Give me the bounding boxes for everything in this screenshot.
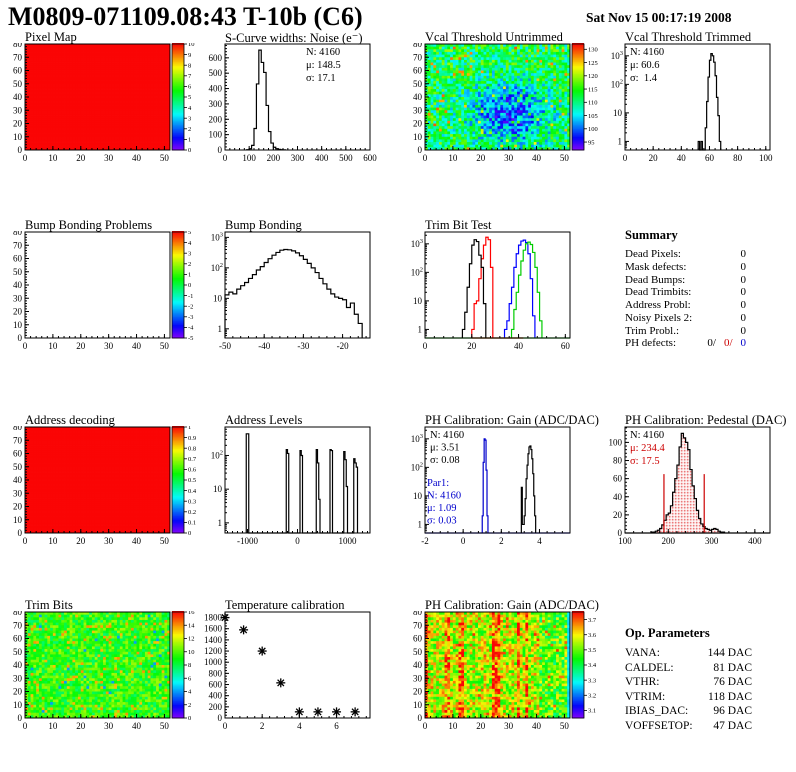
summary-row-label: Dead Bumps: <box>625 273 686 286</box>
ph-pedestal-cell: PH Calibration: Pedestal (DAC) <box>600 413 796 553</box>
address-decoding-title: Address decoding <box>25 413 115 427</box>
op-parameter-value: 76 DAC <box>713 676 752 688</box>
pixel-map-title: Pixel Map <box>25 30 77 44</box>
op-parameter-label: VTHR: <box>625 676 660 688</box>
summary-row-value: 0 <box>740 324 747 337</box>
page-title: M0809-071109.08:43 T-10b (C6) <box>8 2 363 31</box>
op-parameter-value: 144 DAC <box>707 647 752 659</box>
summary-row-value: 0 <box>740 311 747 324</box>
address-levels-plot <box>200 426 400 551</box>
op-parameter-row: VTHR: 76 DAC <box>600 675 796 690</box>
address-levels-cell: Address Levels <box>200 413 400 553</box>
summary-row-label: Trim Probl.: <box>625 324 680 337</box>
vcal-trimmed-plot <box>600 43 796 168</box>
op-parameters-panel: Op. Parameters VANA: 144 DAC CALDEL: 81 … <box>600 598 796 771</box>
summary-row-value: 0 <box>740 260 747 273</box>
trim-bits-title: Trim Bits <box>25 598 73 612</box>
pixel-map-cell: Pixel Map <box>0 30 200 170</box>
temp-calibration-cell: Temperature calibration <box>200 598 400 738</box>
summary-row-label: Mask defects: <box>625 260 687 273</box>
vcal-trimmed-title: Vcal Threshold Trimmed <box>625 30 752 44</box>
summary-row-label: PH defects: <box>625 337 677 350</box>
ph-gain-map-plot <box>400 611 600 736</box>
vcal-trimmed-cell: Vcal Threshold Trimmed <box>600 30 796 170</box>
summary-row-label: Noisy Pixels 2: <box>625 311 693 324</box>
temp-calibration-plot <box>200 611 400 736</box>
trim-bits-plot <box>0 611 200 736</box>
bump-bonding-plot <box>200 231 400 356</box>
summary-row-label: Dead Trimbits: <box>625 286 692 299</box>
summary-title: Summary <box>625 228 678 242</box>
summary-row-value: 0 <box>740 273 747 286</box>
bump-bonding-title: Bump Bonding <box>225 218 302 232</box>
trim-bits-cell: Trim Bits <box>0 598 200 738</box>
timestamp: Sat Nov 15 00:17:19 2008 <box>586 10 732 25</box>
summary-row: Noisy Pixels 2: 0 <box>600 312 796 325</box>
scurve-noise-plot <box>200 43 400 168</box>
summary-panel: Summary Dead Pixels: 0 Mask defects: 0 D… <box>600 218 796 368</box>
bump-problems-title: Bump Bonding Problems <box>25 218 153 232</box>
ph-gain-hist-cell: PH Calibration: Gain (ADC/DAC) <box>400 413 600 553</box>
trim-bit-test-title: Trim Bit Test <box>425 218 492 232</box>
temp-calibration-title: Temperature calibration <box>225 598 345 612</box>
vcal-untrimmed-title: Vcal Threshold Untrimmed <box>425 30 563 44</box>
bump-bonding-cell: Bump Bonding <box>200 218 400 358</box>
bump-problems-plot <box>0 231 200 356</box>
summary-row-value: 0 <box>740 248 747 260</box>
op-parameter-row: IBIAS_DAC: 96 DAC <box>600 704 796 719</box>
op-parameter-row: VOFFSETOP: 47 DAC <box>600 719 796 734</box>
ph-gain-map-title: PH Calibration: Gain (ADC/DAC) <box>425 598 599 612</box>
ph-defects-value: 0 <box>740 337 747 350</box>
summary-row: Dead Bumps: 0 <box>600 274 796 287</box>
summary-row: Dead Pixels: 0 <box>600 248 796 261</box>
ph-defects-value: 0/ <box>723 337 733 350</box>
op-parameters-title: Op. Parameters <box>625 626 710 640</box>
summary-row: Trim Probl.: 0 <box>600 325 796 338</box>
summary-row: Dead Trimbits: 0 <box>600 286 796 299</box>
vcal-untrimmed-cell: Vcal Threshold Untrimmed <box>400 30 600 170</box>
op-parameter-label: VOFFSETOP: <box>625 719 693 732</box>
op-parameter-value: 81 DAC <box>713 661 752 674</box>
trim-bit-test-cell: Trim Bit Test <box>400 218 600 358</box>
address-levels-title: Address Levels <box>225 413 303 427</box>
op-parameter-row: VANA: 144 DAC <box>600 646 796 661</box>
summary-row-value: 0 <box>740 299 747 311</box>
ph-defects-value: 0/ <box>707 337 716 350</box>
summary-row: Address Probl: 0 <box>600 299 796 312</box>
op-parameter-value: 118 DAC <box>708 690 752 703</box>
ph-pedestal-title: PH Calibration: Pedestal (DAC) <box>625 413 787 427</box>
scurve-noise-title: S-Curve widths: Noise (e⁻) <box>225 31 363 45</box>
address-decoding-cell: Address decoding <box>0 413 200 553</box>
ph-gain-map-cell: PH Calibration: Gain (ADC/DAC) <box>400 598 600 738</box>
vcal-untrimmed-plot <box>400 43 600 168</box>
ph-gain-hist-plot <box>400 426 600 551</box>
scurve-noise-cell: S-Curve widths: Noise (e⁻) <box>200 30 400 170</box>
bump-problems-cell: Bump Bonding Problems <box>0 218 200 358</box>
op-parameter-value: 47 DAC <box>713 719 752 732</box>
op-parameter-label: VANA: <box>625 647 660 659</box>
ph-defects-values: 0/ 0/ 0 <box>707 337 746 350</box>
summary-row-value: 0 <box>740 286 747 299</box>
op-parameter-value: 96 DAC <box>713 705 752 717</box>
summary-row-label: Address Probl: <box>625 299 691 311</box>
summary-row-ph-defects: PH defects: 0/ 0/ 0 <box>600 337 796 350</box>
op-parameter-label: CALDEL: <box>625 661 674 674</box>
op-parameter-label: VTRIM: <box>625 690 666 703</box>
pixel-map-plot <box>0 43 200 168</box>
ph-gain-hist-title: PH Calibration: Gain (ADC/DAC) <box>425 413 599 427</box>
ph-pedestal-plot <box>600 426 796 551</box>
summary-row-label: Dead Pixels: <box>625 248 681 260</box>
trim-bit-test-plot <box>400 231 600 356</box>
summary-row: Mask defects: 0 <box>600 261 796 274</box>
op-parameter-row: CALDEL: 81 DAC <box>600 661 796 676</box>
op-parameter-label: IBIAS_DAC: <box>625 705 689 717</box>
op-parameter-row: VTRIM: 118 DAC <box>600 690 796 705</box>
address-decoding-plot <box>0 426 200 551</box>
